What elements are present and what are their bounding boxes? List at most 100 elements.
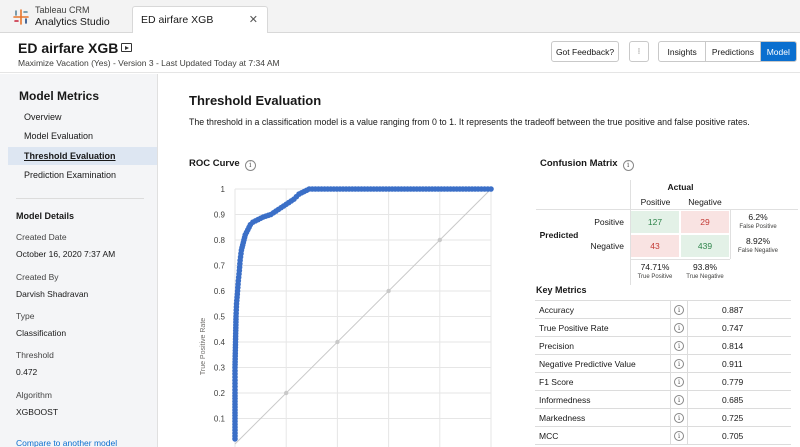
page-title: ED airfare XGB <box>18 40 133 56</box>
cm-row-header: Positive <box>594 217 624 227</box>
compare-model-link[interactable]: Compare to another model <box>16 438 118 447</box>
main-content: Threshold Evaluation The threshold in a … <box>158 74 800 447</box>
roc-chart: 0.1 0.2 0.3 0.4 0.5 0.6 0.7 0.8 0.9 1 True Positi… <box>200 185 494 447</box>
play-icon[interactable] <box>121 43 133 52</box>
cm-col-header: Positive <box>630 195 680 209</box>
tab-predictions[interactable]: Predictions <box>706 42 761 61</box>
sidebar-item-prediction-examination[interactable]: Prediction Examination <box>24 170 117 180</box>
app-bar: Tableau CRM Analytics Studio ED airfare … <box>0 0 800 33</box>
confusion-matrix-title: Confusion Matrix i <box>540 158 634 171</box>
info-icon[interactable]: i <box>670 355 688 372</box>
cm-col-header: Negative <box>688 197 722 207</box>
more-menu-button[interactable]: ⁝ <box>629 41 649 62</box>
sidebar-heading: Model Metrics <box>19 89 100 103</box>
roc-title: ROC Curve i <box>189 158 256 171</box>
table-row: True Positive Rate i 0.747 <box>535 319 791 337</box>
info-icon[interactable]: i <box>670 337 688 354</box>
info-icon[interactable]: i <box>670 301 688 318</box>
info-icon[interactable]: i <box>244 159 256 171</box>
app-name-line1: Tableau CRM <box>35 5 90 15</box>
app-name: Tableau CRM Analytics Studio <box>35 4 110 28</box>
cm-col-rate: 93.8% <box>692 262 718 272</box>
tab-ed-airfare-xgb[interactable]: ED airfare XGB ✕ <box>132 6 268 33</box>
roc-y-tick-label: 0.9 <box>214 211 226 220</box>
cm-row-rate: 8.92% <box>745 236 771 246</box>
cm-divider <box>630 259 730 260</box>
table-row: MCC i 0.705 <box>535 427 791 445</box>
detail-value: 0.472 <box>16 367 38 377</box>
metric-value: 0.887 <box>722 305 744 315</box>
cm-row-rate-label: False Negative <box>737 247 779 254</box>
roc-diagonal-reference <box>234 188 492 445</box>
detail-label: Type <box>16 311 35 321</box>
table-row: Precision i 0.814 <box>535 337 791 355</box>
cm-col-rate: 74.71% <box>640 262 670 272</box>
metric-name: F1 Score <box>539 377 574 387</box>
roc-y-ticks: 0.1 0.2 0.3 0.4 0.5 0.6 0.7 0.8 0.9 1 <box>214 185 226 424</box>
roc-y-tick-label: 0.6 <box>214 287 226 296</box>
cm-true-negative: 439 <box>681 235 729 257</box>
tab-model[interactable]: Model <box>760 42 796 61</box>
info-icon[interactable]: i <box>622 159 634 171</box>
tableau-logo-icon[interactable] <box>12 8 30 26</box>
info-icon[interactable]: i <box>670 409 688 426</box>
table-row: Negative Predictive Value i 0.911 <box>535 355 791 373</box>
app-name-line2: Analytics Studio <box>35 16 110 28</box>
roc-y-tick-label: 0.8 <box>214 236 226 245</box>
metric-name: Precision <box>539 341 574 351</box>
page-title-text: ED airfare XGB <box>18 40 119 56</box>
cm-divider <box>730 209 731 259</box>
metric-name: Informedness <box>539 395 591 405</box>
cm-row-rate-label: False Positive <box>739 223 777 230</box>
info-icon[interactable]: i <box>670 391 688 408</box>
sidebar-item-model-evaluation[interactable]: Model Evaluation <box>24 131 94 141</box>
metric-name: Markedness <box>539 413 586 423</box>
cm-row-rate: 6.2% <box>748 212 768 222</box>
roc-y-tick-label: 0.3 <box>214 364 226 373</box>
detail-label: Created Date <box>16 232 67 242</box>
cm-true-positive: 127 <box>631 211 679 233</box>
roc-y-tick-label: 0.1 <box>214 415 226 424</box>
sidebar-item-overview[interactable]: Overview <box>24 112 62 122</box>
detail-label: Created By <box>16 272 59 282</box>
metric-value: 0.814 <box>722 341 744 351</box>
table-row: Markedness i 0.725 <box>535 409 791 427</box>
sidebar-item-threshold-evaluation[interactable]: Threshold Evaluation <box>8 147 157 165</box>
detail-value: October 16, 2020 7:37 AM <box>16 249 116 259</box>
divider <box>16 198 144 199</box>
table-row: Informedness i 0.685 <box>535 391 791 409</box>
tab-insights[interactable]: Insights <box>659 42 707 61</box>
tab-label: ED airfare XGB <box>141 14 214 26</box>
section-description: The threshold in a classification model … <box>189 117 750 127</box>
roc-y-tick-label: 0.2 <box>214 389 226 398</box>
table-row: F1 Score i 0.779 <box>535 373 791 391</box>
close-icon[interactable]: ✕ <box>248 14 258 26</box>
info-icon[interactable]: i <box>670 319 688 336</box>
metric-name: True Positive Rate <box>539 323 609 333</box>
sidebar: Model Metrics Overview Model Evaluation … <box>0 74 158 447</box>
metric-name: Negative Predictive Value <box>539 359 636 369</box>
cm-col-rate-label: True Positive <box>637 273 673 280</box>
section-title: Threshold Evaluation <box>189 93 322 108</box>
cm-title-text: Confusion Matrix <box>540 158 618 169</box>
info-icon[interactable]: i <box>670 427 688 444</box>
metric-value: 0.685 <box>722 395 744 405</box>
roc-y-axis-label: True Positive Rate <box>200 318 207 375</box>
roc-y-tick-label: 0.7 <box>214 262 226 271</box>
metric-value: 0.747 <box>722 323 744 333</box>
table-row: Accuracy i 0.887 <box>535 301 791 319</box>
feedback-button[interactable]: Got Feedback? <box>551 41 619 62</box>
metric-value: 0.705 <box>722 431 744 441</box>
roc-points <box>232 186 494 442</box>
cm-actual-label: Actual <box>630 180 730 194</box>
metric-value: 0.725 <box>722 413 744 423</box>
metric-value: 0.779 <box>722 377 744 387</box>
roc-y-tick-label: 0.4 <box>214 338 226 347</box>
metric-value: 0.911 <box>722 359 743 369</box>
cm-col-rate-label: True Negative <box>686 273 724 280</box>
cm-predicted-label: Predicted <box>539 230 579 240</box>
page-header: ED airfare XGB Maximize Vacation (Yes) -… <box>0 33 800 73</box>
key-metrics-title: Key Metrics <box>536 285 587 295</box>
model-details-heading: Model Details <box>16 211 75 221</box>
info-icon[interactable]: i <box>670 373 688 390</box>
